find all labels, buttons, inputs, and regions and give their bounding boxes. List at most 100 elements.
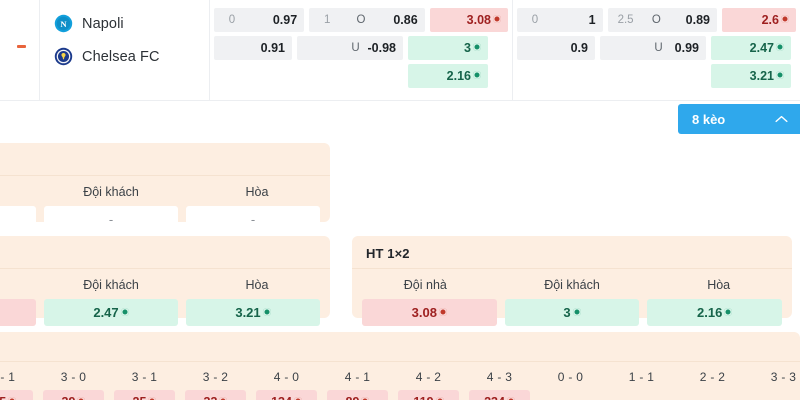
odds-value: 3 [464,41,471,55]
odds-cell-overunder[interactable]: U -0.98 [297,36,403,60]
odds-value: 25 [133,395,147,400]
correct-score-label: 4 - 1 [344,370,371,384]
odds-1x2-draw[interactable]: 3.21 [711,64,791,88]
trend-up-icon [506,397,515,400]
odds-cell-handicap[interactable]: 0 0.97 [214,8,305,32]
correct-score-odds[interactable]: 25 [114,390,175,400]
correct-score-odds[interactable]: 234 [469,390,530,400]
over-under-label: U [654,42,663,54]
odds-1x2-away[interactable]: 3 [408,36,488,60]
keo-count-button[interactable]: 8 kèo [678,104,800,134]
trend-up-icon [781,15,789,23]
correct-score-column[interactable]: 0 - 0 [535,362,606,400]
correct-score-odds[interactable] [540,390,601,400]
correct-score-column[interactable]: 2 - 1 9.5 [0,362,38,400]
odds-1x2-home[interactable]: 3.08 [429,8,508,32]
odds-box-away[interactable]: 2.47 [44,299,178,326]
over-under-label: O [651,14,661,26]
trend-down-icon [473,71,481,79]
teams-cell[interactable]: N Napoli Chelsea FC [40,0,210,100]
odds-1x2-home[interactable]: 2.6 [722,8,796,32]
chelsea-crest-icon [54,47,73,66]
odds-box-draw[interactable]: - [186,206,320,233]
correct-score-odds[interactable] [753,390,800,400]
odds-cell-overunder[interactable]: 1 O 0.86 [309,8,425,32]
column-header-draw: Hòa [245,278,269,292]
correct-score-column[interactable]: 4 - 3 234 [464,362,535,400]
correct-score-odds[interactable]: 134 [256,390,317,400]
odds-cell-overunder[interactable]: U 0.99 [600,36,706,60]
correct-score-label: 3 - 0 [60,370,87,384]
over-under-label: U [351,42,360,54]
panel-title: c toàn trận [0,332,800,361]
correct-score-label: 0 - 0 [557,370,584,384]
correct-score-column[interactable]: 3 - 2 33 [180,362,251,400]
correct-score-column[interactable]: 3 - 1 25 [109,362,180,400]
column-header-home: Đội nhà [0,176,38,206]
handicap-group-2: 0 1 2.5 O 0.89 2.6 0.9 U [512,0,800,100]
home-team-name: Napoli [82,15,124,32]
odds-box-away[interactable]: 3 [504,299,640,326]
correct-score-column[interactable]: 2 - 2 [677,362,748,400]
keo-count-label: 8 kèo [692,111,726,127]
away-team[interactable]: Chelsea FC [54,47,209,66]
correct-score-odds[interactable] [682,390,743,400]
odds-value: 0.91 [260,41,285,55]
odds-box-home[interactable] [0,299,36,326]
trend-down-icon [262,307,271,316]
away-team-name: Chelsea FC [82,48,160,65]
correct-score-column[interactable]: 4 - 2 119 [393,362,464,400]
correct-score-odds[interactable]: 89 [327,390,388,400]
home-team[interactable]: N Napoli [54,14,209,33]
panel-title [0,143,330,175]
odds-cell-handicap[interactable]: 0.91 [214,36,292,60]
correct-score-label: 1 - 1 [628,370,655,384]
trend-up-icon [361,397,370,400]
odds-1x2-draw[interactable]: 2.16 [408,64,488,88]
correct-score-odds[interactable]: 9.5 [0,390,33,400]
correct-score-odds[interactable]: 119 [398,390,459,400]
odds-value: 3 [563,305,571,320]
correct-score-column[interactable]: 1 - 1 [606,362,677,400]
correct-score-column[interactable]: 3 - 3 [748,362,800,400]
panel-header-row: Đội nhà Đội khách Hòa [352,268,792,299]
odds-cell-handicap[interactable]: 0 1 [517,8,603,32]
correct-score-row: 02 - 19.53 - 0393 - 1253 - 2334 - 01344 … [0,361,800,400]
correct-score-column[interactable]: 4 - 0 134 [251,362,322,400]
panel-title [0,236,330,268]
odds-value: 39 [62,395,76,400]
odds-value: 2.47 [93,305,119,320]
chevron-up-icon [775,115,788,123]
odds-box-draw[interactable]: 2.16 [647,299,783,326]
correct-score-label: 3 - 3 [770,370,797,384]
odds-value: 2.6 [761,13,779,27]
odds-box-away[interactable]: - [44,206,178,233]
panel-title: HT 1×2 [366,246,410,261]
odds-cell-overunder[interactable]: 2.5 O 0.89 [607,8,718,32]
trend-down-icon [776,43,784,51]
correct-score-label: 4 - 3 [486,370,513,384]
odds-line: 3.21 [517,64,796,88]
odds-value: 0.99 [674,41,699,55]
correct-score-column[interactable]: 4 - 1 89 [322,362,393,400]
odds-box-home[interactable]: 3.08 [362,299,497,326]
odds-cell-handicap[interactable]: 0.9 [517,36,595,60]
correct-score-odds[interactable]: 33 [185,390,246,400]
odds-box-home[interactable]: - [0,206,36,233]
odds-value: 89 [346,395,360,400]
column-header-away: Đội khách [544,278,600,292]
trend-down-icon [572,307,581,316]
column-header-away: Đội khách [83,185,139,199]
odds-box-draw[interactable]: 3.21 [186,299,320,326]
odds-1x2-away[interactable]: 2.47 [711,36,791,60]
column-header-home: Đội nhà [403,278,447,292]
correct-score-column[interactable]: 3 - 0 39 [38,362,109,400]
handicap-group-1: 0 0.97 1 O 0.86 3.08 0.91 U [210,0,512,100]
correct-score-odds[interactable]: 39 [43,390,104,400]
trend-down-icon [776,71,784,79]
odds-cell-empty [297,64,403,88]
correct-score-odds[interactable] [611,390,672,400]
panel-header-row: Đội nhà Đội khách Hòa [0,268,330,299]
trend-up-icon [219,397,228,400]
odds-value: -0.98 [367,41,397,55]
